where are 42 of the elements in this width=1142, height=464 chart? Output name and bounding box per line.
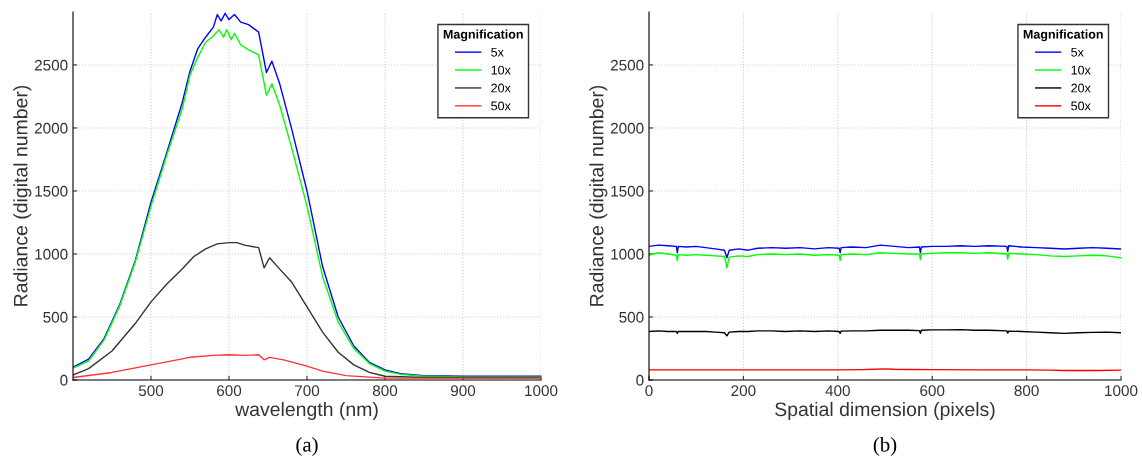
x-tick-label: 700 (295, 385, 320, 397)
y-tick-label: 0 (636, 374, 644, 386)
line-series (649, 252, 1121, 269)
x-tick-label: 600 (217, 385, 242, 397)
x-tick-label: 800 (1014, 385, 1039, 397)
y-axis-title: Radiance (digital number) (589, 85, 608, 306)
y-axis-title: Radiance (digital number) (13, 85, 32, 306)
text: (a) (296, 437, 318, 456)
legend-label: 10x (1071, 65, 1091, 75)
legend-label: 20x (491, 83, 511, 93)
x-tick-label: 900 (450, 385, 476, 397)
x-tick-label: 200 (731, 385, 756, 397)
x-axis-title: Spatial dimension (pixels) (775, 401, 995, 421)
legend-label: 5x (1071, 47, 1084, 57)
legend-label: 5x (491, 47, 504, 57)
x-tick-label: 0 (645, 385, 653, 397)
y-tick-label: 1500 (611, 185, 644, 197)
y-tick-label: 2500 (34, 59, 68, 71)
y-tick-label: 2500 (610, 59, 644, 71)
legend-label: 20x (1071, 83, 1091, 93)
legend-label: 10x (491, 65, 511, 75)
legend-title: Magnification (443, 29, 523, 42)
y-tick-label: 1000 (611, 248, 644, 260)
y-tick-label: 500 (43, 311, 68, 323)
text: (b) (873, 437, 897, 456)
y-tick-label: 1500 (35, 185, 68, 197)
legend-label: 50x (491, 101, 511, 111)
x-tick-label: 600 (920, 385, 945, 397)
legend-label: 50x (1071, 101, 1091, 111)
x-axis-title: wavelength (nm) (235, 401, 378, 421)
y-tick-label: 500 (619, 311, 644, 323)
x-tick-label: 1000 (525, 385, 558, 397)
y-tick-label: 2000 (610, 122, 644, 134)
x-tick-label: 500 (138, 385, 164, 397)
legend-title: Magnification (1023, 29, 1103, 42)
y-tick-label: 1000 (35, 248, 68, 260)
y-tick-label: 2000 (34, 122, 68, 134)
x-tick-label: 400 (825, 385, 850, 397)
y-tick-label: 0 (60, 374, 68, 386)
x-tick-label: 1000 (1105, 385, 1138, 397)
x-tick-label: 800 (372, 385, 398, 397)
line-series (649, 244, 1121, 259)
